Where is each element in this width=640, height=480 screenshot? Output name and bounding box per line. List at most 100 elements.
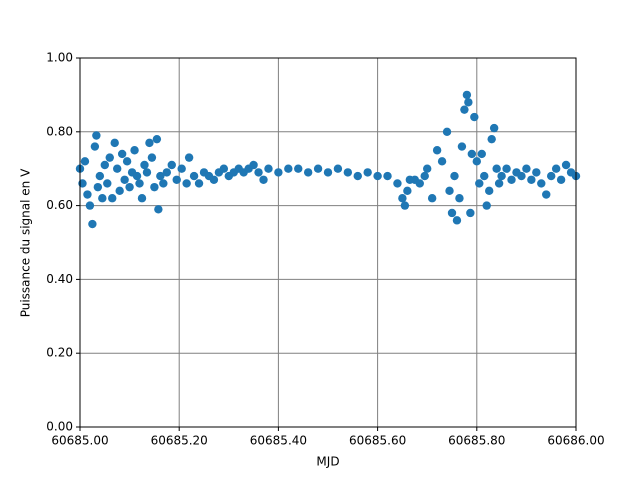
data-point — [115, 186, 124, 196]
data-point — [353, 171, 362, 181]
data-point — [445, 186, 454, 196]
data-point — [249, 160, 258, 170]
data-point — [427, 194, 437, 203]
data-point — [432, 146, 442, 155]
data-point — [466, 208, 475, 218]
data-point — [452, 216, 462, 225]
y-tick-label: 0.40 — [46, 272, 73, 286]
data-point — [135, 179, 144, 188]
data-point — [460, 105, 469, 114]
data-point — [447, 208, 457, 218]
data-point — [517, 171, 526, 181]
data-point — [184, 153, 194, 162]
data-point — [494, 179, 504, 188]
data-point — [467, 149, 477, 159]
data-point — [110, 138, 119, 148]
data-point — [420, 171, 429, 181]
data-point — [477, 149, 486, 159]
y-tick-label: 0.80 — [46, 124, 73, 138]
data-point — [177, 164, 186, 173]
data-point — [142, 168, 152, 177]
data-point — [154, 205, 163, 214]
data-point — [209, 175, 219, 184]
data-point — [130, 146, 139, 155]
data-point — [457, 142, 467, 151]
data-point — [167, 160, 176, 170]
data-point — [547, 171, 556, 181]
data-point — [259, 175, 268, 184]
data-point — [487, 134, 496, 144]
data-point — [400, 201, 410, 210]
data-point — [475, 179, 484, 188]
data-point — [551, 164, 561, 173]
data-point — [373, 171, 382, 181]
y-tick-label: 1.00 — [46, 51, 73, 65]
data-point — [150, 182, 159, 192]
data-point — [162, 168, 171, 177]
data-point — [470, 112, 479, 122]
data-point — [117, 149, 127, 159]
data-point — [542, 190, 551, 199]
data-point — [90, 142, 100, 151]
data-point — [108, 194, 117, 203]
data-point — [556, 175, 566, 184]
data-point — [537, 179, 546, 188]
data-point — [219, 164, 229, 173]
data-point — [303, 168, 313, 177]
data-point — [80, 157, 90, 166]
x-tick-label: 60685.00 — [51, 434, 108, 448]
data-point — [507, 175, 516, 184]
data-point — [103, 179, 112, 188]
y-axis-label: Puissance du signal en V — [19, 168, 33, 317]
x-tick-label: 60686.00 — [547, 434, 604, 448]
data-point — [120, 175, 129, 184]
data-point — [189, 171, 199, 181]
x-axis-label: MJD — [316, 455, 339, 469]
data-point — [125, 182, 134, 192]
plot-frame — [79, 57, 577, 428]
x-tick-label: 60685.80 — [448, 434, 505, 448]
data-point — [194, 179, 204, 188]
data-point — [442, 127, 452, 136]
data-point — [561, 160, 571, 170]
data-point — [145, 138, 154, 148]
x-tick-label: 60685.60 — [349, 434, 406, 448]
data-point — [462, 90, 472, 100]
data-point — [137, 194, 147, 203]
data-point — [333, 164, 343, 173]
data-point — [472, 157, 481, 166]
data-point — [485, 186, 494, 196]
data-point — [294, 164, 303, 173]
data-point — [323, 168, 333, 177]
data-point — [532, 168, 541, 177]
y-tick-label: 0.00 — [46, 420, 73, 434]
data-point — [83, 190, 92, 199]
data-point — [85, 201, 95, 210]
y-tick-label: 0.20 — [46, 346, 73, 360]
data-point — [140, 160, 149, 170]
data-point — [92, 131, 101, 140]
data-point — [480, 171, 489, 181]
data-point — [132, 171, 142, 181]
data-point — [105, 153, 114, 162]
data-point — [88, 219, 97, 229]
data-point — [100, 160, 110, 170]
data-point — [437, 157, 447, 166]
data-point — [113, 164, 122, 173]
data-point — [482, 201, 491, 210]
data-point — [522, 164, 531, 173]
data-point — [254, 168, 263, 177]
data-point — [264, 164, 273, 173]
data-point — [492, 164, 501, 173]
data-point — [98, 194, 107, 203]
data-point — [450, 171, 459, 181]
data-point — [393, 179, 402, 188]
data-point — [423, 164, 432, 173]
data-point — [383, 171, 392, 181]
data-point — [147, 153, 157, 162]
data-point — [403, 186, 412, 196]
data-point — [455, 194, 464, 203]
data-point — [502, 164, 511, 173]
data-point — [343, 168, 353, 177]
